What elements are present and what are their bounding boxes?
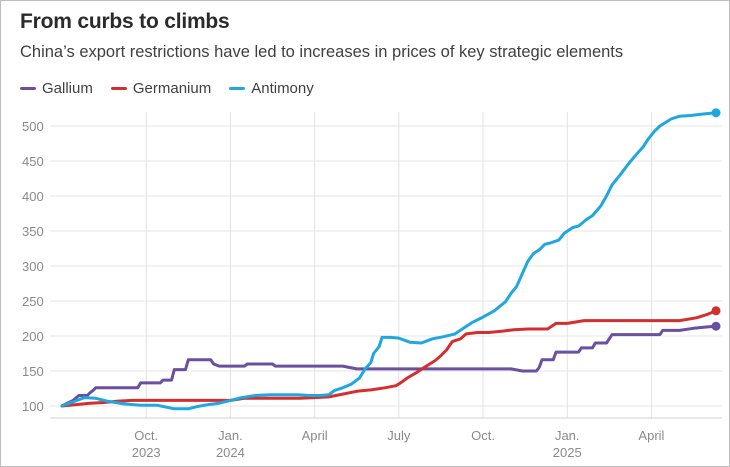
x-tick-label-1: Jan. (218, 428, 243, 443)
chart-title: From curbs to climbs (20, 10, 230, 33)
chart-subtitle: China’s export restrictions have led to … (20, 43, 624, 61)
legend: Gallium Germanium Antimony (20, 80, 332, 97)
x-tick-year-0: 2023 (132, 445, 161, 460)
x-tick-year-5: 2025 (553, 445, 582, 460)
y-tick-label-450: 450 (22, 154, 44, 169)
legend-swatch-germanium (110, 87, 127, 90)
y-tick-label-150: 150 (22, 364, 44, 379)
x-tick-label-2: April (302, 428, 328, 443)
legend-label-antimony: Antimony (251, 80, 314, 97)
series-end-marker-gallium (711, 321, 721, 331)
x-tick-label-6: April (638, 428, 664, 443)
series-end-marker-antimony (711, 108, 721, 118)
x-tick-year-1: 2024 (216, 445, 245, 460)
legend-swatch-gallium (20, 87, 36, 90)
y-tick-label-350: 350 (22, 224, 44, 239)
series-line-germanium (60, 309, 718, 408)
y-tick-label-500: 500 (22, 119, 44, 134)
series-line-gallium (60, 324, 718, 408)
series-line-antimony (60, 111, 718, 411)
y-tick-label-300: 300 (22, 259, 44, 274)
legend-swatch-antimony (229, 87, 246, 90)
y-tick-label-200: 200 (22, 329, 44, 344)
y-tick-label-250: 250 (22, 294, 44, 309)
x-tick-label-3: July (387, 428, 411, 443)
legend-item-germanium: Germanium (110, 80, 212, 97)
legend-label-germanium: Germanium (132, 80, 212, 97)
legend-item-gallium: Gallium (20, 80, 93, 97)
series-end-marker-germanium (711, 306, 721, 316)
y-tick-label-400: 400 (22, 189, 44, 204)
x-tick-label-0: Oct. (134, 428, 158, 443)
y-tick-label-100: 100 (22, 399, 44, 414)
legend-label-gallium: Gallium (42, 80, 93, 97)
x-tick-label-5: Jan. (555, 428, 580, 443)
x-tick-label-4: Oct. (471, 428, 495, 443)
legend-item-antimony: Antimony (229, 80, 314, 97)
